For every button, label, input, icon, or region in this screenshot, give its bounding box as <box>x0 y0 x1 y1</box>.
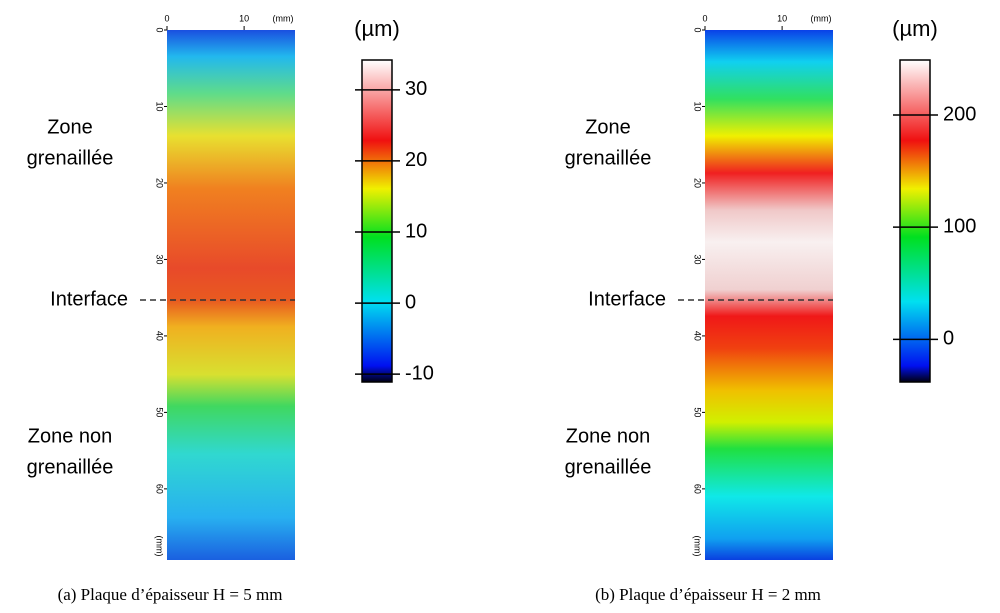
zone-label: Zone non <box>566 425 651 447</box>
y-tick-label: 50 <box>693 407 703 417</box>
y-tick-label: 0 <box>155 27 165 32</box>
x-unit: (mm) <box>811 13 832 23</box>
y-tick-label: 20 <box>155 178 165 188</box>
zone-label: Zone <box>47 116 93 138</box>
colorbar <box>899 59 931 383</box>
y-tick-label: 40 <box>155 331 165 341</box>
x-tick-label: 0 <box>702 13 707 23</box>
y-unit: (mm) <box>155 536 165 557</box>
y-tick-label: 30 <box>155 254 165 264</box>
colorbar-tick-label: 200 <box>943 103 976 125</box>
zone-label: Zone <box>585 116 631 138</box>
heatmap-image <box>167 30 295 560</box>
y-tick-label: 60 <box>693 484 703 494</box>
colorbar-tick-label: 30 <box>405 78 427 100</box>
colorbar-tick-label: 20 <box>405 149 427 171</box>
colorbar-tick-label: 0 <box>943 328 954 350</box>
zone-label: Zone non <box>28 425 113 447</box>
colorbar-tick-label: 0 <box>405 291 416 313</box>
colorbar <box>361 59 393 383</box>
caption: (b) Plaque d’épaisseur H = 2 mm <box>595 585 821 604</box>
interface-label: Interface <box>50 288 128 310</box>
y-tick-label: 50 <box>155 407 165 417</box>
x-tick-label: 10 <box>777 13 787 23</box>
zone-label: grenaillée <box>565 456 652 478</box>
colorbar-label: (µm) <box>892 16 938 41</box>
zone-label: grenaillée <box>565 147 652 169</box>
colorbar-tick-label: -10 <box>405 362 434 384</box>
colorbar-label: (µm) <box>354 16 400 41</box>
x-unit: (mm) <box>273 13 294 23</box>
x-tick-label: 10 <box>239 13 249 23</box>
caption: (a) Plaque d’épaisseur H = 5 mm <box>58 585 283 604</box>
y-tick-label: 10 <box>693 101 703 111</box>
heatmap-image <box>705 30 833 560</box>
y-tick-label: 0 <box>693 27 703 32</box>
colorbar-tick-label: 10 <box>405 220 427 242</box>
interface-label: Interface <box>588 288 666 310</box>
y-tick-label: 20 <box>693 178 703 188</box>
colorbar-tick-label: 100 <box>943 215 976 237</box>
y-tick-label: 30 <box>693 254 703 264</box>
x-tick-label: 0 <box>164 13 169 23</box>
y-tick-label: 40 <box>693 331 703 341</box>
y-tick-label: 10 <box>155 101 165 111</box>
y-tick-label: 60 <box>155 484 165 494</box>
y-unit: (mm) <box>693 536 703 557</box>
zone-label: grenaillée <box>27 147 114 169</box>
zone-label: grenaillée <box>27 456 114 478</box>
